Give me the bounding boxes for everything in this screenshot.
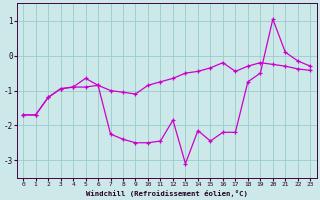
- X-axis label: Windchill (Refroidissement éolien,°C): Windchill (Refroidissement éolien,°C): [86, 190, 248, 197]
